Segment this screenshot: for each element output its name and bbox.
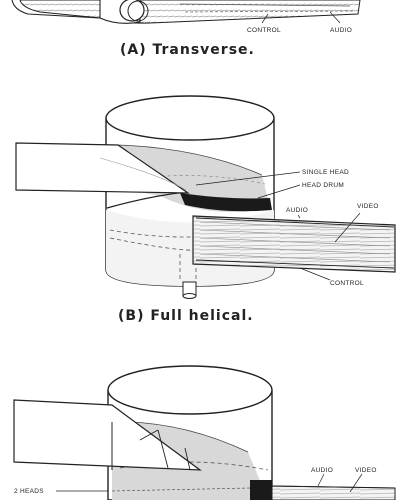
label-head-drum: HEAD DRUM — [302, 182, 344, 189]
label-audio-a: AUDIO — [330, 27, 352, 34]
label-audio-c: AUDIO — [311, 467, 333, 474]
label-2-heads: 2 HEADS — [14, 488, 44, 495]
tape-out — [192, 215, 396, 273]
tape-in — [15, 142, 190, 194]
drum-top — [105, 95, 275, 141]
transverse-tape — [19, 0, 361, 24]
caption-a-transverse: (A) Transverse. — [120, 42, 255, 58]
panel-b-full-helical: SINGLE HEAD HEAD DRUM AUDIO VIDEO CONTRO… — [15, 95, 396, 299]
label-audio-b: AUDIO — [286, 207, 308, 214]
helical-tape-wrap — [118, 145, 270, 212]
panel-a-transverse: CONTROL AUDIO — [11, 0, 361, 34]
label-control-a: CONTROL — [247, 27, 281, 34]
label-video-b: VIDEO — [357, 203, 379, 210]
label-single-head: SINGLE HEAD — [302, 169, 349, 176]
tape-in-c — [13, 399, 202, 471]
label-control-b: CONTROL — [330, 280, 364, 287]
panel-c: 2 HEADS AUDIO VIDEO — [13, 365, 396, 500]
label-video-c: VIDEO — [355, 467, 377, 474]
caption-b-full-helical: (B) Full helical. — [118, 308, 254, 324]
drum-top-c — [107, 365, 273, 415]
